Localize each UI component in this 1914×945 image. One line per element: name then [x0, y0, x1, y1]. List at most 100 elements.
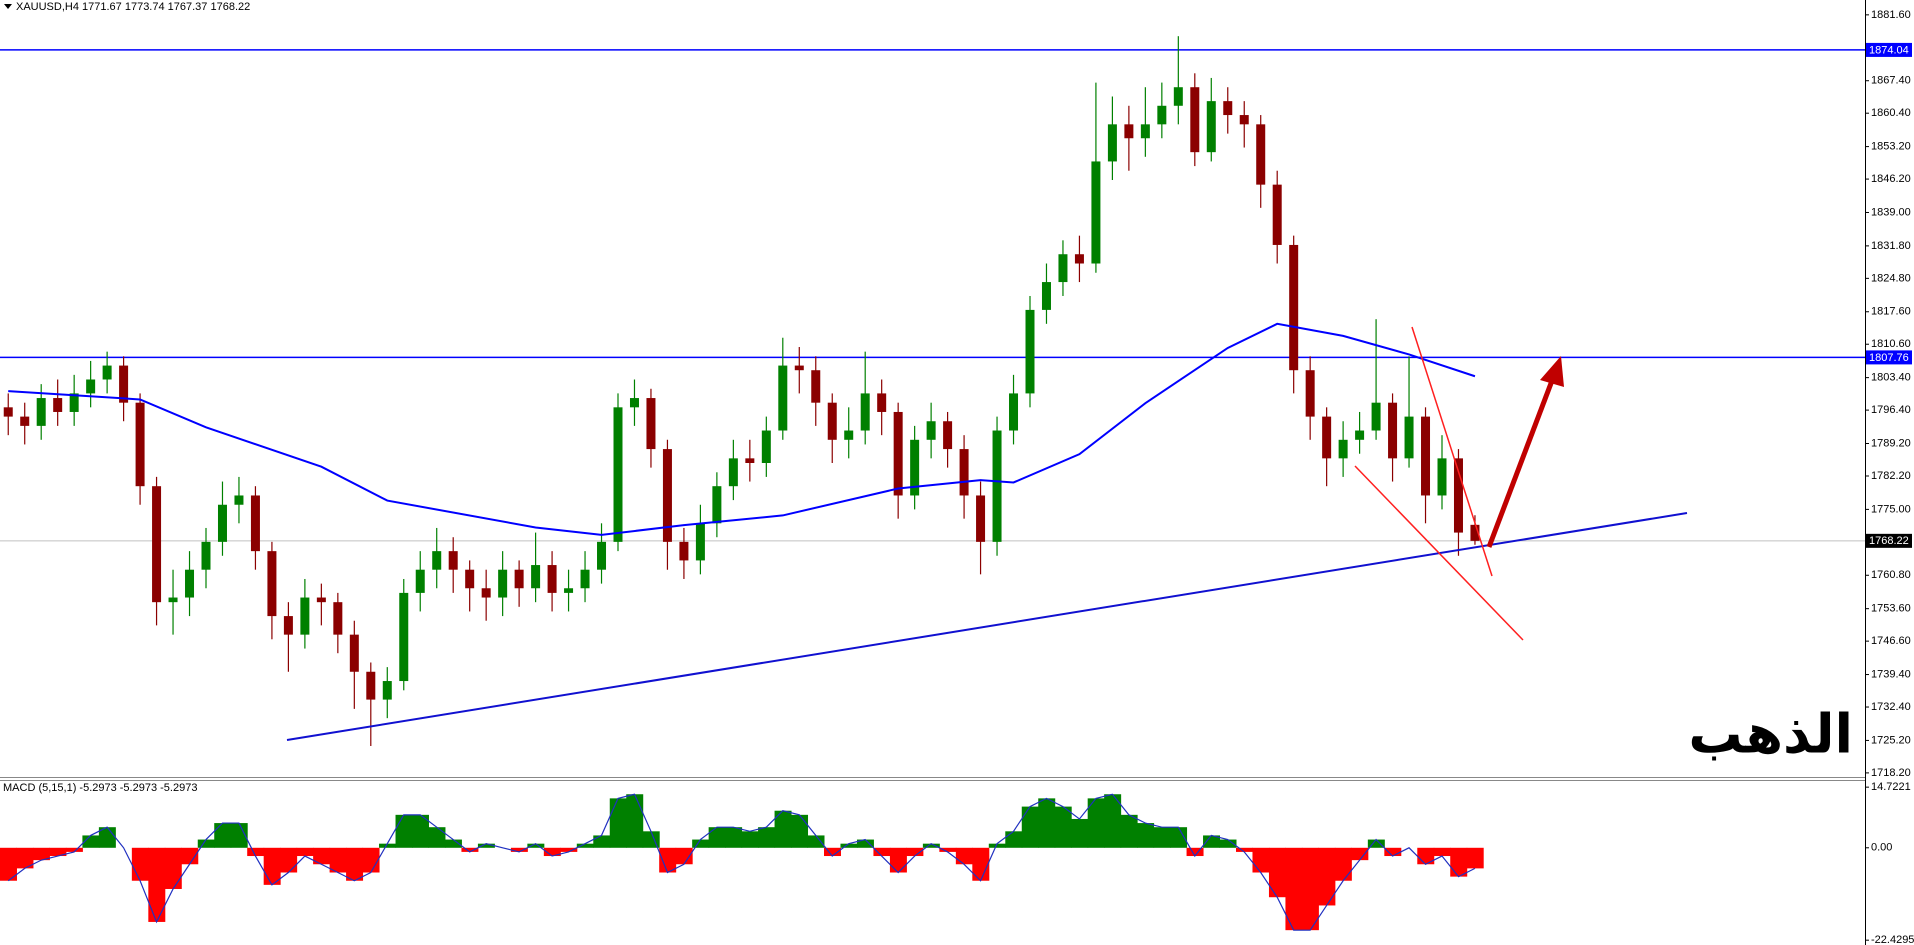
macd-bar [1351, 847, 1369, 861]
candle-body [1190, 87, 1200, 153]
price-label-box [1866, 42, 1912, 57]
macd-bar [296, 847, 314, 857]
candle-body [531, 565, 541, 589]
y-tick-label: 1760.80 [1871, 569, 1911, 581]
macd-bar [428, 827, 446, 848]
y-tick-label: 1782.20 [1871, 470, 1911, 482]
candle-body [811, 370, 821, 403]
macd-bar [1301, 847, 1319, 931]
price-label: 1807.76 [1869, 352, 1909, 364]
macd-bar [543, 847, 561, 857]
candle-body [1041, 282, 1051, 310]
macd-bar [576, 843, 594, 848]
macd-bar [906, 847, 924, 857]
macd-bar [1219, 839, 1237, 848]
price-label: 1768.22 [1869, 535, 1909, 547]
macd-bar [1054, 806, 1072, 848]
macd-bar [477, 843, 495, 848]
macd-line [7, 793, 1476, 931]
macd-bar [659, 847, 677, 873]
trendline [286, 512, 1688, 741]
candle-body [1305, 370, 1315, 417]
candle-body [827, 402, 837, 440]
macd-bar [1367, 839, 1385, 848]
y-tick-label: 1803.40 [1871, 372, 1911, 384]
macd-bar [807, 835, 825, 848]
macd-bar [1466, 847, 1484, 869]
macd-bar [1120, 814, 1138, 848]
candle-body [1025, 309, 1035, 394]
macd-bar [1268, 847, 1286, 898]
candle-body [1091, 161, 1101, 264]
channel-line [1354, 465, 1524, 641]
macd-bar [1334, 847, 1352, 881]
candle-body [217, 504, 227, 542]
y-tick-label: 1881.60 [1871, 9, 1911, 21]
candle-body [36, 398, 46, 426]
macd-bar [0, 847, 17, 881]
macd-bar [1384, 847, 1402, 857]
candle-body [119, 365, 129, 403]
candle-body [349, 634, 359, 672]
macd-bar [461, 847, 479, 852]
candle-body [1404, 416, 1414, 459]
candle-body [366, 671, 376, 700]
candle-body [1206, 101, 1216, 153]
macd-bar [362, 847, 380, 873]
candle-body [465, 569, 475, 589]
y-tick-label: 1725.20 [1871, 734, 1911, 746]
candle-body [415, 569, 425, 593]
candle-body [86, 379, 96, 394]
candle-body [53, 398, 63, 412]
candle-body [580, 569, 590, 589]
y-tick-label: 14.7221 [1871, 781, 1911, 793]
candle-body [267, 551, 277, 617]
macd-bar [230, 823, 248, 848]
candle-body [959, 449, 969, 496]
macd-bar [313, 847, 331, 865]
macd-bar [329, 847, 347, 873]
y-tick-label: 1718.20 [1871, 767, 1911, 779]
macd-bar [922, 843, 940, 848]
candle-body [992, 430, 1002, 542]
macd-bar [181, 847, 199, 865]
candle-body [943, 421, 953, 450]
candle-body [1453, 458, 1463, 533]
macd-bar [1087, 798, 1105, 848]
candle-body [3, 407, 13, 417]
macd-bar [346, 847, 364, 881]
macd-bar [395, 814, 413, 848]
candle-body [1437, 458, 1447, 496]
candle-body [926, 421, 936, 440]
macd-bar [741, 831, 759, 848]
candle-body [1223, 101, 1233, 116]
macd-bar [1236, 847, 1253, 852]
candle-body [316, 597, 326, 603]
candle-body [185, 569, 195, 598]
candle-body [1140, 124, 1150, 139]
candle-body [1388, 402, 1398, 459]
macd-bar [1071, 818, 1089, 848]
candle-body [514, 569, 524, 589]
macd-bar [65, 847, 83, 852]
candle-body [1355, 430, 1365, 440]
candle-body [333, 602, 343, 635]
candle-body [1322, 416, 1332, 459]
candle-body [283, 616, 293, 635]
y-tick-label: 1846.20 [1871, 173, 1911, 185]
macd-bar [1021, 806, 1039, 848]
macd-bar [1252, 847, 1270, 873]
plot-layer: 1881.60 1867.40 1860.40 1853.20 1846.20 1839.… [0, 9, 1914, 945]
macd-bar [1203, 835, 1221, 848]
macd-bar [725, 827, 743, 848]
candle-body [432, 551, 442, 570]
candle-body [910, 439, 920, 496]
y-tick-label: 1853.20 [1871, 141, 1911, 153]
macd-bar [131, 847, 149, 881]
annotation: الذهب [1688, 703, 1853, 766]
candle-body [201, 541, 211, 570]
candle-body [1371, 402, 1381, 431]
macd-bar [1450, 847, 1468, 877]
